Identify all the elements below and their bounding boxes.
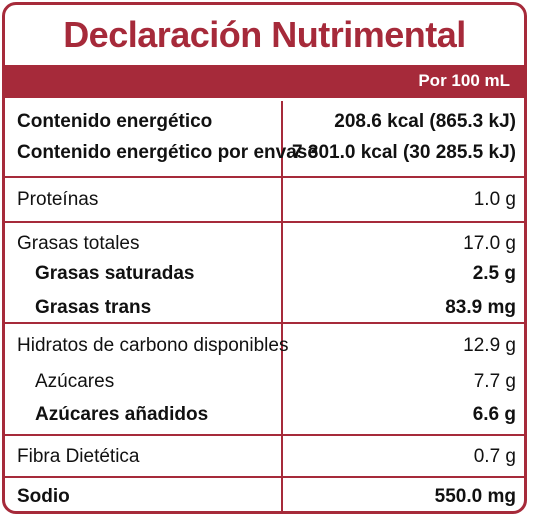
row-label-sugars: Azúcares (35, 371, 115, 392)
row-value-carbohydrates: 12.9 g (463, 335, 516, 356)
row-label-sodium: Sodio (17, 486, 70, 507)
row-value-fiber: 0.7 g (473, 446, 516, 467)
row-label-carbohydrates: Hidratos de carbono disponibles (17, 335, 289, 356)
row-label-fiber: Fibra Dietética (17, 446, 140, 467)
section-fiber (5, 436, 524, 478)
row-label-energy: Contenido energético (17, 111, 213, 132)
row-value-sodium: 550.0 mg (434, 486, 516, 507)
row-value-trans-fat: 83.9 mg (445, 297, 516, 318)
row-label-saturated-fat: Grasas saturadas (35, 263, 195, 284)
row-value-energy: 208.6 kcal (865.3 kJ) (334, 111, 516, 132)
row-label-protein: Proteínas (17, 189, 99, 210)
row-value-protein: 1.0 g (473, 189, 516, 210)
row-value-added-sugars: 6.6 g (472, 404, 516, 425)
section-energy (5, 98, 524, 178)
row-value-energy-per-package: 7 301.0 kcal (30 285.5 kJ) (292, 142, 516, 163)
per-serving-label: Por 100 mL (418, 71, 510, 90)
column-divider (281, 101, 283, 511)
row-label-trans-fat: Grasas trans (35, 297, 152, 318)
row-value-saturated-fat: 2.5 g (472, 263, 516, 284)
nutrition-facts-panel: Declaración Nutrimental Por 100 mL Conte… (2, 2, 527, 514)
section-protein (5, 178, 524, 223)
row-label-energy-per-package: Contenido energético por envase (17, 142, 318, 163)
header-band (5, 65, 524, 98)
section-carbs (5, 324, 524, 436)
row-value-total-fat: 17.0 g (463, 233, 516, 254)
section-fats (5, 223, 524, 324)
row-value-sugars: 7.7 g (473, 371, 516, 392)
row-label-added-sugars: Azúcares añadidos (35, 404, 209, 425)
row-label-total-fat: Grasas totales (17, 233, 140, 254)
panel-title: Declaración Nutrimental (63, 14, 466, 55)
